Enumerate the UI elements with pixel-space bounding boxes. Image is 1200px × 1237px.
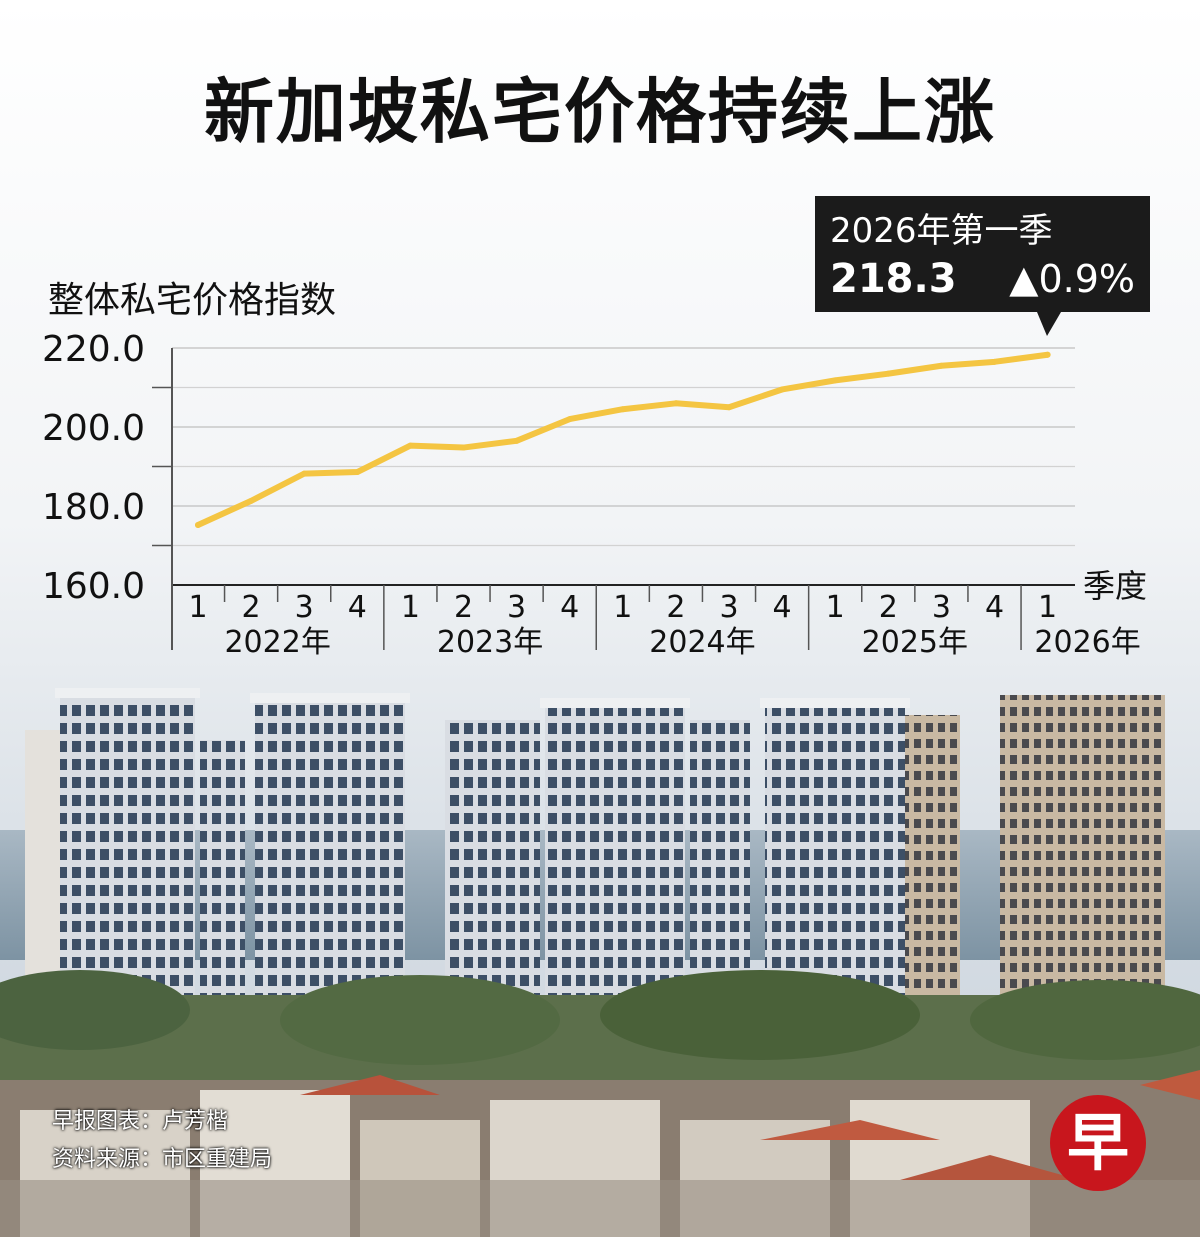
x-tick-label: 2 bbox=[242, 590, 261, 625]
y-axis-label: 整体私宅价格指数 bbox=[48, 280, 336, 321]
x-tick-label: 2 bbox=[666, 590, 685, 625]
year-label: 2026年 bbox=[1034, 625, 1140, 660]
data-point bbox=[672, 400, 679, 407]
year-label: 2022年 bbox=[224, 625, 330, 660]
x-tick-label: 2 bbox=[454, 590, 473, 625]
x-tick-label: 1 bbox=[188, 590, 207, 625]
data-point bbox=[460, 444, 467, 451]
gridlines bbox=[152, 347, 1075, 650]
x-tick-label: 4 bbox=[773, 590, 792, 625]
latest-value-callout: 2026年第一季 218.3 ▲0.9% bbox=[815, 196, 1150, 336]
series-lines bbox=[195, 351, 1051, 528]
data-point bbox=[619, 406, 626, 413]
data-point bbox=[832, 377, 839, 384]
data-point bbox=[195, 521, 201, 528]
x-tick-label: 3 bbox=[932, 590, 951, 625]
x-tick-label: 1 bbox=[1038, 590, 1057, 625]
source-credit: 资料来源：市区重建局 bbox=[52, 1147, 273, 1172]
x-tick-label: 4 bbox=[560, 590, 579, 625]
callout-value: 218.3 bbox=[830, 256, 957, 302]
callout-label: 2026年第一季 bbox=[830, 211, 1053, 251]
data-point bbox=[1044, 351, 1051, 358]
x-tick-label: 4 bbox=[348, 590, 367, 625]
data-point bbox=[513, 437, 520, 444]
y-tick-label: 160.0 bbox=[42, 566, 145, 607]
data-point bbox=[407, 442, 414, 449]
data-point bbox=[301, 470, 308, 477]
data-point bbox=[566, 416, 573, 423]
data-point bbox=[726, 404, 732, 411]
y-tick-label: 220.0 bbox=[42, 329, 145, 370]
data-point bbox=[779, 386, 786, 393]
year-label: 2025年 bbox=[862, 625, 968, 660]
x-axis-label: 季度 bbox=[1083, 567, 1147, 605]
callout-box bbox=[815, 196, 1150, 312]
chart-credit: 早报图表：卢芳楷 bbox=[52, 1109, 229, 1134]
x-tick-label: 2 bbox=[879, 590, 898, 625]
x-tick-label: 3 bbox=[295, 590, 314, 625]
data-point bbox=[938, 362, 945, 369]
data-point bbox=[354, 469, 361, 476]
year-label: 2023年 bbox=[437, 625, 543, 660]
data-point bbox=[885, 370, 892, 377]
data-point bbox=[248, 497, 255, 504]
x-tick-label: 3 bbox=[719, 590, 738, 625]
x-tick-label: 1 bbox=[613, 590, 632, 625]
callout-pointer bbox=[1037, 312, 1061, 336]
x-tick-label: 1 bbox=[826, 590, 845, 625]
y-tick-label: 180.0 bbox=[42, 487, 145, 528]
zaobao-logo-icon: 早 bbox=[1050, 1095, 1146, 1191]
y-tick-labels: 220.0 200.0 180.0 160.0 bbox=[42, 329, 145, 607]
page-title: 新加坡私宅价格持续上涨 bbox=[204, 71, 996, 153]
callout-change: ▲0.9% bbox=[1009, 257, 1135, 301]
y-tick-label: 200.0 bbox=[42, 408, 145, 449]
year-label: 2024年 bbox=[649, 625, 755, 660]
x-tick-label: 1 bbox=[401, 590, 420, 625]
x-tick-label: 4 bbox=[985, 590, 1004, 625]
x-tick-label: 3 bbox=[507, 590, 526, 625]
data-point bbox=[991, 358, 998, 365]
